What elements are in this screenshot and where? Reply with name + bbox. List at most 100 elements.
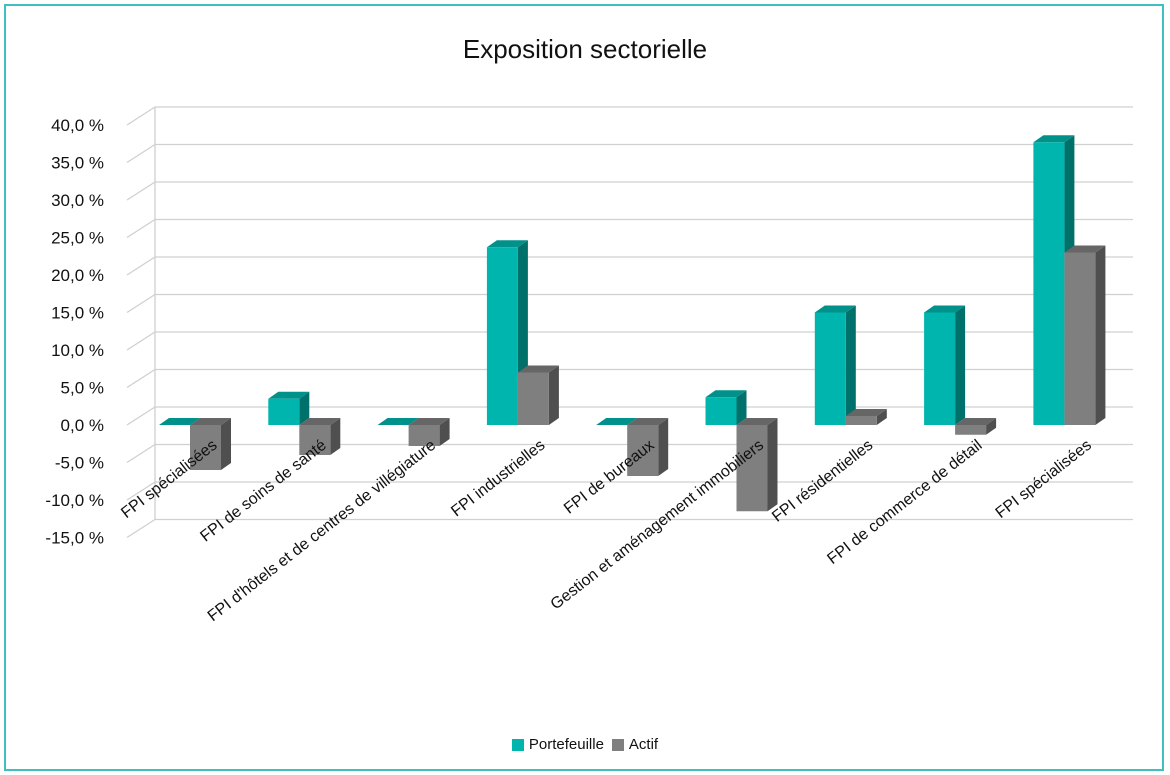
bar-top: [1033, 135, 1075, 143]
bar-actif: [845, 409, 887, 425]
legend-swatch-portefeuille: [511, 738, 524, 751]
legend-item-portefeuille: Portefeuille: [511, 736, 604, 753]
bar-front: [924, 312, 956, 425]
gridline: [126, 143, 1133, 164]
bar-top: [299, 418, 341, 425]
x-category-label: FPI résidentielles: [769, 437, 876, 526]
gridline: [126, 218, 1133, 239]
bar-portefeuille: [159, 418, 200, 425]
bar-top: [517, 365, 559, 373]
y-tick-label: 40,0 %: [51, 116, 104, 135]
bar-front: [736, 425, 768, 512]
y-tick-label: 20,0 %: [51, 266, 104, 285]
bar-side: [986, 418, 997, 435]
x-category-label: FPI industrielles: [448, 437, 548, 520]
bar-front: [268, 398, 300, 425]
bar-side: [439, 418, 450, 446]
y-tick-label: -15,0 %: [45, 529, 104, 548]
y-tick-label: 0,0 %: [61, 416, 104, 435]
bar-front: [190, 425, 221, 470]
bar-portefeuille: [377, 418, 419, 425]
y-tick-label: 30,0 %: [51, 191, 104, 210]
y-tick-label: -10,0 %: [45, 491, 104, 510]
bar-top: [814, 305, 856, 313]
bar-side: [330, 418, 341, 455]
bar-top: [159, 418, 200, 425]
gridline: [126, 293, 1133, 314]
bar-top: [190, 418, 231, 425]
legend: Portefeuille Actif: [0, 736, 1170, 753]
bar-side: [221, 418, 231, 470]
y-axis-ticks: 40,0 % 35,0 % 30,0 % 25,0 % 20,0 % 15,0 % 10,0…: [45, 116, 104, 548]
bar-front: [408, 425, 440, 446]
bar-front: [627, 425, 659, 476]
legend-label-portefeuille: Portefeuille: [528, 736, 604, 753]
bar-top: [845, 409, 887, 416]
chart-title: Exposition sectorielle: [462, 34, 708, 64]
bar-side: [658, 418, 669, 476]
bar-front: [486, 247, 518, 425]
bar-top: [705, 390, 747, 398]
legend-item-actif: Actif: [611, 736, 659, 753]
y-tick-label: 35,0 %: [51, 154, 104, 173]
x-category-label: FPI spécialisées: [993, 437, 1095, 522]
bar-side: [767, 418, 778, 512]
gridlines: [126, 106, 1133, 539]
bar-top: [627, 418, 669, 425]
bar-portefeuille: [924, 305, 966, 425]
bar-top: [1064, 245, 1106, 253]
bar-side: [955, 305, 966, 425]
bar-portefeuille: [705, 390, 747, 425]
gridline: [126, 106, 1133, 126]
bar-portefeuille: [814, 305, 856, 425]
y-tick-label: 15,0 %: [51, 304, 104, 323]
bar-front: [517, 372, 549, 425]
gridline: [126, 256, 1133, 276]
bar-actif: [1064, 245, 1106, 425]
bar-side: [548, 365, 559, 425]
bar-side: [736, 390, 747, 425]
bar-front: [845, 416, 877, 425]
legend-label-actif: Actif: [628, 736, 659, 753]
gridline: [126, 331, 1133, 351]
gridline: [126, 181, 1133, 201]
bar-portefeuille: [596, 418, 638, 425]
bar-side: [845, 305, 856, 425]
bar-front: [1033, 142, 1065, 425]
y-tick-label: 10,0 %: [51, 341, 104, 360]
legend-swatch-actif: [611, 738, 624, 751]
bar-front: [1064, 252, 1096, 425]
bar-top: [736, 418, 778, 425]
bar-top: [377, 418, 419, 425]
bar-side: [876, 409, 887, 425]
chart-frame: [4, 4, 1164, 771]
x-category-label: FPI de bureaux: [561, 437, 658, 518]
bar-front: [955, 425, 987, 435]
x-category-label: FPI d'hôtels et de centres de villégiatu…: [205, 437, 439, 625]
bar-front: [814, 312, 846, 425]
bar-actif: [517, 365, 559, 425]
y-tick-label: 5,0 %: [61, 379, 104, 398]
bar-front: [705, 397, 737, 425]
bars: [159, 135, 1106, 512]
bar-top: [408, 418, 450, 425]
bar-front: [299, 425, 331, 455]
bar-portefeuille: [268, 391, 310, 425]
bar-top: [924, 305, 966, 313]
bar-actif: [299, 418, 341, 455]
bar-top: [955, 418, 997, 425]
bar-portefeuille: [1033, 135, 1075, 425]
gridline: [126, 368, 1133, 389]
y-tick-label: 25,0 %: [51, 229, 104, 248]
bar-actif: [190, 418, 231, 470]
bar-top: [596, 418, 638, 425]
bar-side: [1095, 245, 1106, 425]
bar-top: [486, 240, 528, 248]
bar-actif: [736, 418, 778, 512]
y-tick-label: -5,0 %: [55, 454, 104, 473]
bar-side: [299, 391, 310, 425]
bar-actif: [955, 418, 997, 435]
bar-actif: [408, 418, 450, 446]
